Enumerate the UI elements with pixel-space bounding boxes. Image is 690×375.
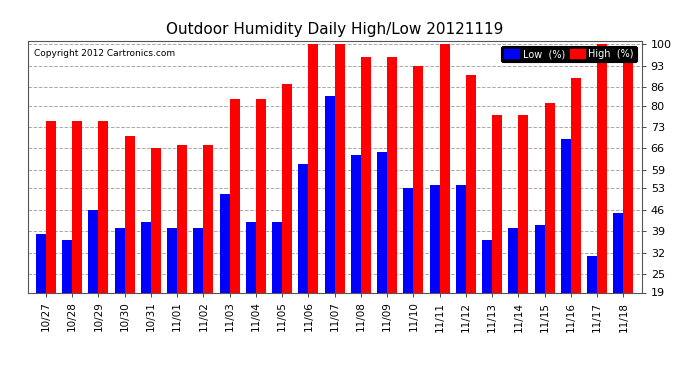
Bar xyxy=(404,188,413,292)
Bar xyxy=(544,102,555,292)
Bar xyxy=(413,66,424,292)
Bar xyxy=(256,99,266,292)
Bar xyxy=(377,152,387,292)
Bar xyxy=(151,148,161,292)
Bar xyxy=(456,185,466,292)
Bar xyxy=(466,75,476,292)
Bar xyxy=(299,164,308,292)
Bar xyxy=(46,121,56,292)
Bar xyxy=(204,146,213,292)
Bar xyxy=(125,136,135,292)
Bar xyxy=(387,57,397,292)
Bar xyxy=(571,78,581,292)
Bar xyxy=(36,234,46,292)
Bar xyxy=(115,228,125,292)
Bar xyxy=(492,115,502,292)
Bar xyxy=(62,240,72,292)
Bar xyxy=(613,213,623,292)
Title: Outdoor Humidity Daily High/Low 20121119: Outdoor Humidity Daily High/Low 20121119 xyxy=(166,22,503,37)
Bar xyxy=(440,44,450,292)
Bar xyxy=(193,228,204,292)
Bar xyxy=(72,121,82,292)
Bar xyxy=(561,139,571,292)
Bar xyxy=(167,228,177,292)
Bar xyxy=(430,185,440,292)
Legend: Low  (%), High  (%): Low (%), High (%) xyxy=(502,46,637,62)
Bar xyxy=(99,121,108,292)
Bar xyxy=(88,210,99,292)
Bar xyxy=(623,51,633,292)
Bar xyxy=(535,225,544,292)
Bar xyxy=(509,228,518,292)
Bar xyxy=(272,222,282,292)
Bar xyxy=(282,84,292,292)
Bar xyxy=(219,195,230,292)
Bar xyxy=(351,154,361,292)
Bar xyxy=(361,57,371,292)
Bar xyxy=(482,240,492,292)
Bar xyxy=(141,222,151,292)
Bar xyxy=(246,222,256,292)
Text: Copyright 2012 Cartronics.com: Copyright 2012 Cartronics.com xyxy=(34,49,175,58)
Bar xyxy=(308,44,318,292)
Bar xyxy=(325,96,335,292)
Bar xyxy=(177,146,187,292)
Bar xyxy=(230,99,239,292)
Bar xyxy=(587,256,597,292)
Bar xyxy=(597,44,607,292)
Bar xyxy=(335,44,344,292)
Bar xyxy=(518,115,529,292)
